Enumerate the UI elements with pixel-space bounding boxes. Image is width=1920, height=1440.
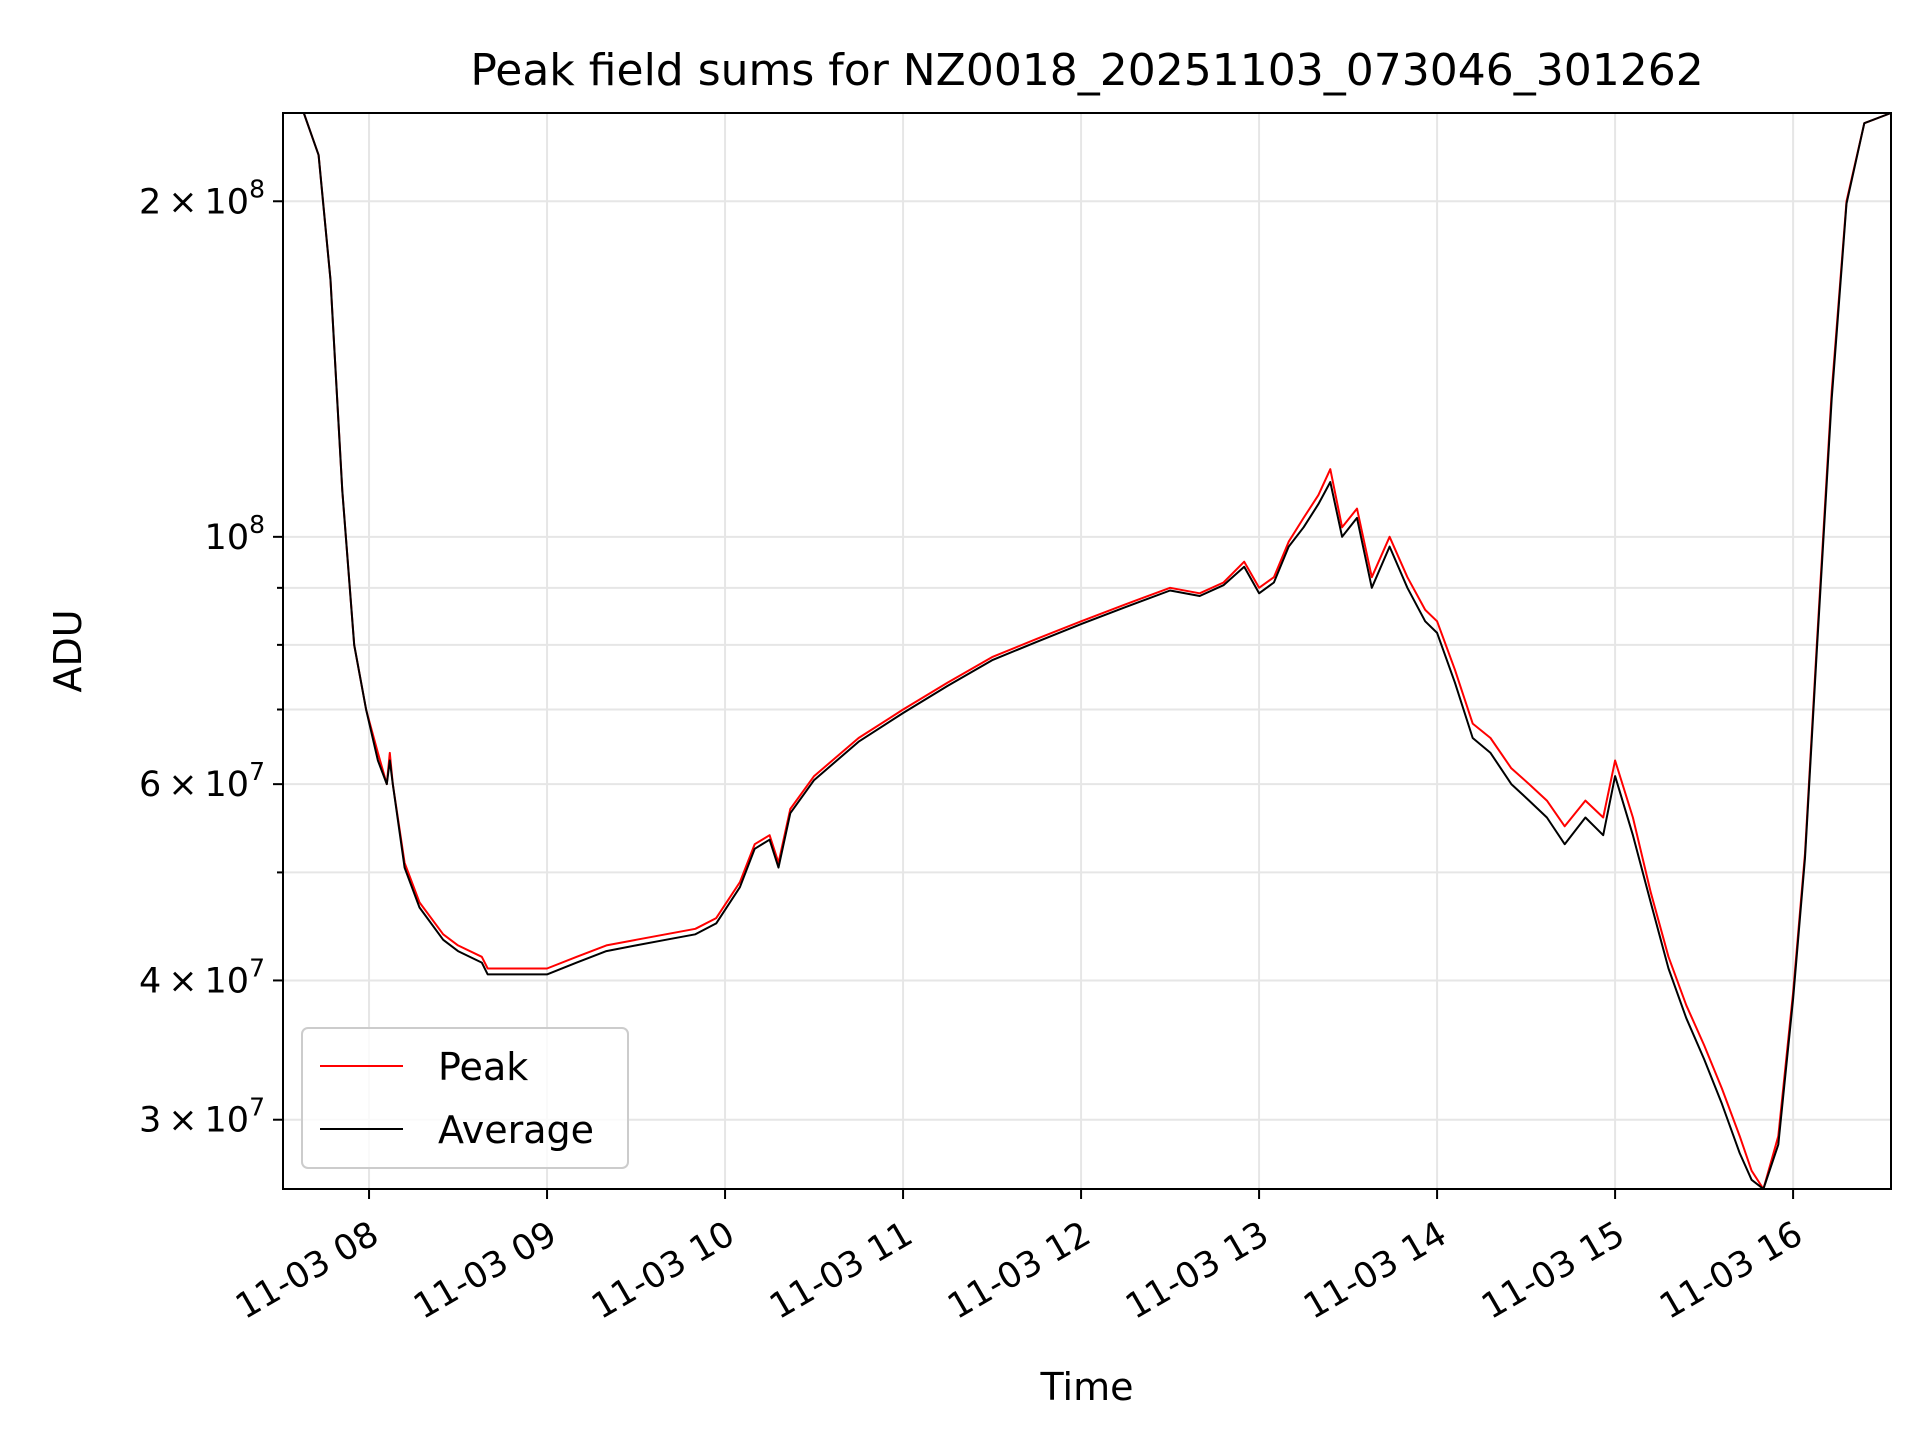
series-layer (283, 112, 1892, 1190)
grid (283, 113, 1891, 1189)
legend-label-peak: Peak (438, 1045, 528, 1089)
legend: Peak Average (301, 1027, 629, 1169)
series-line-average (283, 112, 1892, 1190)
y-tick-label: 6 × 107 (139, 757, 265, 805)
y-tick-label: 3 × 107 (139, 1093, 265, 1141)
y-axis-label: ADU (46, 609, 90, 692)
plot-frame (282, 112, 1892, 1190)
y-tick-label: 2 × 108 (139, 174, 265, 222)
x-axis-label: Time (1040, 1365, 1134, 1409)
legend-box (301, 1027, 629, 1169)
chart-title: Peak field sums for NZ0018_20251103_0730… (470, 45, 1703, 96)
y-tick-label: 4 × 107 (139, 953, 265, 1001)
series-line-peak (283, 112, 1892, 1190)
legend-label-average: Average (438, 1108, 594, 1152)
